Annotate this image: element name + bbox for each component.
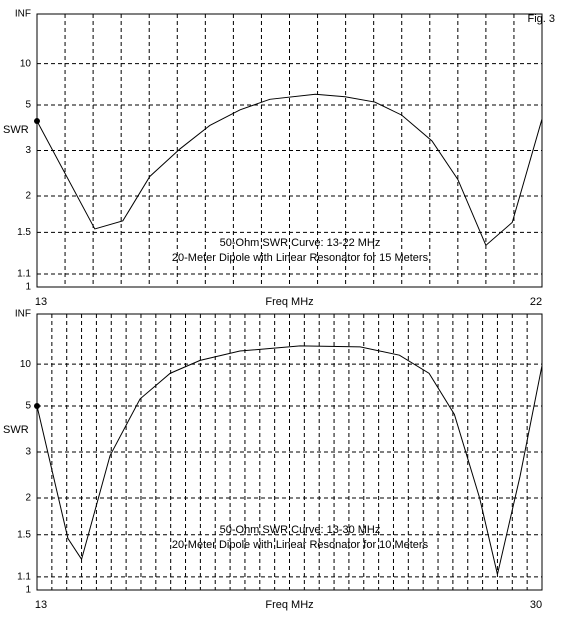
swr-curve xyxy=(36,93,543,247)
y-axis-label: SWR xyxy=(3,124,29,136)
chart-subtitle: 20-Meter Dipole with Linear Resonator fo… xyxy=(172,252,429,264)
chart-title: 50-Ohm SWR Curve: 13-30 MHz xyxy=(220,524,381,536)
x-axis-label: Freq MHz xyxy=(265,599,313,611)
y-tick-label: 3 xyxy=(25,145,31,156)
x-tick-label: 30 xyxy=(530,599,542,611)
x-tick-label: 22 xyxy=(530,296,542,308)
y-tick-label: 1 xyxy=(25,585,31,596)
chart-title: 50-Ohm SWR Curve: 13-22 MHz xyxy=(220,237,381,249)
y-tick-label: INF xyxy=(15,309,31,320)
x-tick-label: 13 xyxy=(35,296,47,308)
y-tick-label: 2 xyxy=(25,493,31,504)
y-tick-label: 10 xyxy=(20,58,32,69)
y-tick-label: 5 xyxy=(25,401,31,412)
y-tick-label: 1 xyxy=(25,282,31,293)
y-tick-label: 5 xyxy=(25,100,31,111)
start-marker xyxy=(34,403,40,409)
start-marker xyxy=(34,118,40,125)
y-tick-label: 1.1 xyxy=(17,571,31,582)
y-tick-label: 2 xyxy=(25,191,31,202)
x-axis-label: Freq MHz xyxy=(265,296,313,308)
y-tick-label: 3 xyxy=(25,447,31,458)
y-tick-label: 10 xyxy=(20,359,32,370)
swr-curve xyxy=(36,345,543,575)
x-tick-label: 13 xyxy=(35,599,47,611)
y-tick-label: 1.5 xyxy=(17,227,31,238)
y-axis-label: SWR xyxy=(3,424,29,436)
y-tick-label: 1.1 xyxy=(17,269,31,280)
chart-subtitle: 20-Meter Dipole with Linear Resonator fo… xyxy=(172,539,429,551)
y-tick-label: 1.5 xyxy=(17,529,31,540)
y-tick-label: INF xyxy=(15,9,31,20)
figure-label: Fig. 3 xyxy=(527,13,555,25)
